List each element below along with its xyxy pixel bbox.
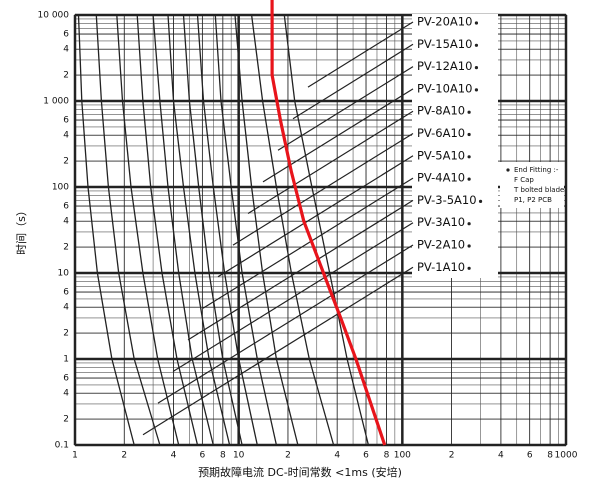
- legend-bullet: [478, 199, 483, 203]
- y-tick-label: 4: [63, 45, 69, 55]
- leader-line: [172, 222, 414, 373]
- y-tick-label: 4: [63, 131, 69, 141]
- legend-bullet: [474, 21, 479, 25]
- legend-label: PV-8A10: [417, 104, 465, 118]
- leader-line: [187, 199, 414, 341]
- x-tick-label: 8: [384, 451, 390, 461]
- x-tick-label: 10: [233, 451, 245, 461]
- legend-label: PV-10A10: [417, 81, 472, 95]
- y-tick-label: 2: [63, 157, 69, 167]
- legend-label: PV-15A10: [417, 37, 472, 51]
- note-text: End Fitting :-: [514, 166, 559, 174]
- fuse-curve: [136, 14, 199, 446]
- legend-label: PV-3A10: [417, 215, 465, 229]
- legend-bullet: [474, 88, 479, 92]
- legend-bullet: [467, 177, 471, 181]
- fuse-curve: [283, 14, 370, 446]
- legend-bullet: [467, 110, 471, 114]
- x-tick-label: 4: [171, 451, 177, 461]
- leader-line: [262, 88, 414, 183]
- x-tick-label: 2: [121, 451, 127, 461]
- x-tick-label: 4: [498, 451, 504, 461]
- fuse-curve: [250, 14, 335, 446]
- y-tick-label: 1: [63, 355, 69, 365]
- legend-bullet: [467, 132, 471, 137]
- label-panel: [412, 14, 498, 278]
- note-text: T bolted blade: [513, 186, 564, 194]
- x-tick-label: 2: [285, 451, 291, 461]
- y-tick-label: 2: [63, 329, 69, 339]
- leader-line: [202, 177, 414, 309]
- x-axis-title: 预期故障电流 DC-时间常数 <1ms (安培): [198, 465, 402, 479]
- fuse-curve: [182, 14, 243, 446]
- leader-line: [292, 43, 414, 120]
- legend-label: PV-6A10: [417, 126, 465, 140]
- leader-line: [277, 66, 414, 151]
- legend-bullet: [467, 244, 471, 248]
- x-tick-label: 1000: [555, 451, 578, 461]
- fuse-curve: [214, 14, 278, 446]
- legend-label: PV-20A10: [417, 15, 472, 29]
- note-text: F Cap: [514, 176, 534, 184]
- y-tick-label: 100: [52, 183, 69, 193]
- leader-line: [247, 110, 414, 215]
- y-axis-title: 时间（s）: [15, 205, 28, 255]
- plot-frame: [74, 14, 567, 446]
- legend-label: PV-1A10: [417, 260, 465, 274]
- legend-label: PV-3-5A10: [417, 193, 477, 207]
- x-tick-label: 8: [547, 451, 553, 461]
- reference-curve: [270, 15, 387, 446]
- fuse-curve: [152, 14, 214, 446]
- y-tick-label: 10: [58, 269, 70, 279]
- y-tick-label: 2: [63, 415, 69, 425]
- x-tick-label: 1: [72, 451, 78, 461]
- legend-label: PV-2A10: [417, 238, 465, 252]
- note-text: P1, P2 PCB: [514, 196, 552, 204]
- y-tick-label: 10 000: [38, 11, 70, 21]
- legend-label: PV-12A10: [417, 59, 472, 73]
- y-tick-label: 2: [63, 71, 69, 81]
- legend-bullet: [467, 222, 471, 226]
- fuse-curve: [167, 14, 231, 446]
- x-tick-label: 2: [449, 451, 455, 461]
- legend-bullet: [467, 155, 471, 159]
- x-tick-label: 8: [220, 451, 226, 461]
- y-tick-label: 6: [63, 30, 69, 40]
- legend-bullet: [474, 66, 479, 70]
- y-tick-label: 1 000: [43, 97, 69, 107]
- fuse-curve: [116, 14, 180, 446]
- note-panel: [500, 162, 564, 208]
- y-tick-label: 6: [63, 374, 69, 384]
- y-tick-label: 4: [63, 217, 69, 227]
- y-tick-label: 4: [63, 389, 69, 399]
- legend-bullet: [467, 266, 471, 270]
- legend-label: PV-4A10: [417, 171, 465, 185]
- y-tick-label: 2: [63, 243, 69, 253]
- legend-label: PV-5A10: [417, 148, 465, 162]
- x-tick-label: 6: [199, 451, 205, 461]
- fuse-curve: [196, 14, 258, 446]
- fuse-curve: [95, 14, 161, 446]
- x-tick-label: 4: [334, 451, 340, 461]
- y-tick-label: 6: [63, 116, 69, 126]
- y-tick-label: 6: [63, 202, 69, 212]
- leader-line: [157, 244, 414, 404]
- y-tick-label: 0.1: [55, 441, 69, 451]
- x-tick-label: 100: [394, 451, 411, 461]
- y-tick-label: 6: [63, 288, 69, 298]
- leader-line: [232, 132, 414, 246]
- fuse-curve: [77, 14, 135, 446]
- leader-line: [307, 21, 414, 88]
- note-bullet: [506, 168, 510, 172]
- fuse-curve: [234, 14, 299, 446]
- x-tick-label: 6: [363, 451, 369, 461]
- x-tick-label: 6: [527, 451, 533, 461]
- leader-line: [217, 155, 414, 278]
- legend-bullet: [474, 43, 479, 47]
- y-tick-label: 4: [63, 303, 69, 313]
